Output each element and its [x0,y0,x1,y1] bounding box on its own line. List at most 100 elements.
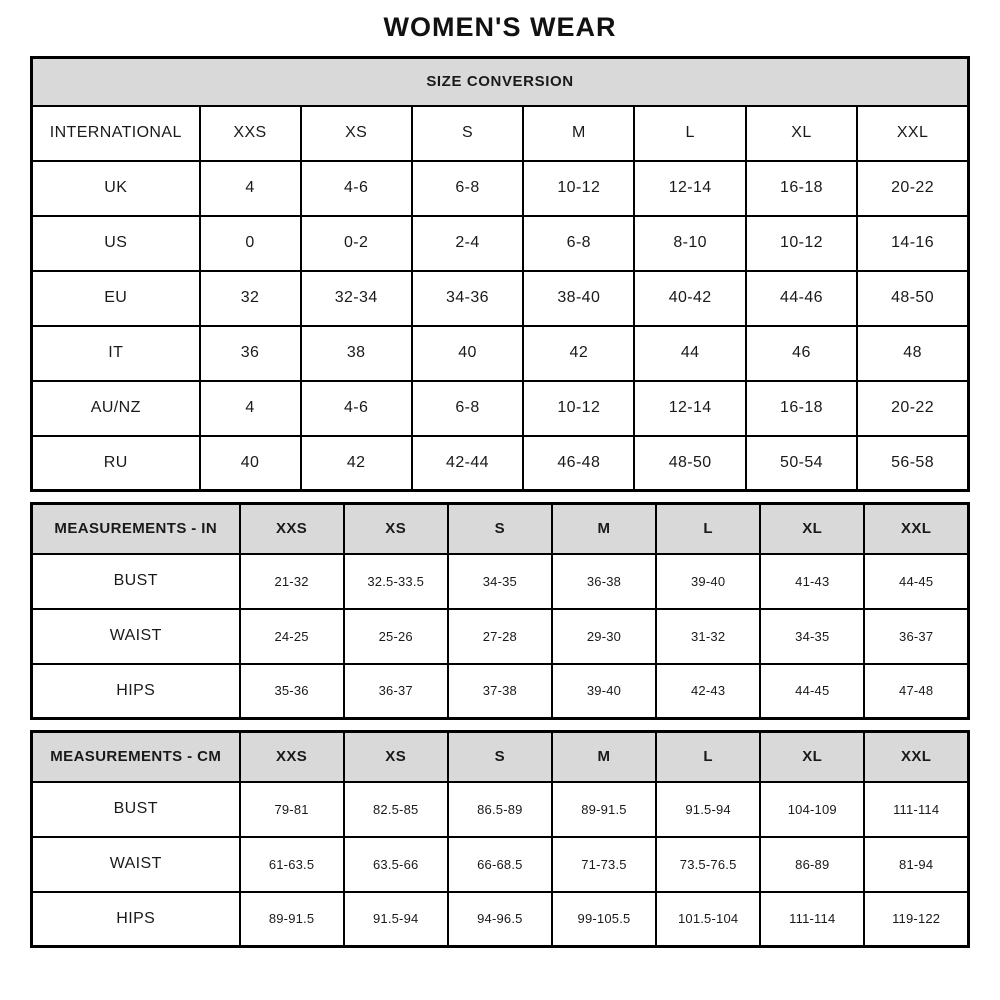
table-cell: 32.5-33.5 [342,552,449,610]
size-conversion-table: SIZE CONVERSION INTERNATIONAL XXS XS S M… [30,56,970,492]
row-label: IT [30,324,201,382]
table-cell: 36-37 [342,662,449,720]
table-cell: 48-50 [633,434,747,492]
table-cell: 44-45 [759,662,866,720]
table-cell: 44-45 [863,552,970,610]
page-title: WOMEN'S WEAR [383,12,617,42]
table-row-waist-in: WAIST 24-25 25-26 27-28 29-30 31-32 34-3… [30,607,970,665]
table-cell: 46-48 [522,434,636,492]
table-cell: 24-25 [238,607,345,665]
table-cell: 29-30 [550,607,658,665]
size-header: XL [759,502,866,555]
table-cell: 10-12 [522,159,636,217]
table-cell: XS [299,104,413,162]
table-cell: 40 [198,434,302,492]
table-cell: 4 [198,379,302,437]
table-cell: 40 [410,324,525,382]
table-cell: 6-8 [410,159,525,217]
size-header: XXL [863,730,970,783]
size-conversion-title-row: SIZE CONVERSION [30,56,970,107]
table-cell: 44-46 [744,269,859,327]
row-label: BUST [30,552,241,610]
table-cell: 36-37 [863,607,970,665]
measurements-cm-title: MEASUREMENTS - CM [30,730,241,783]
table-cell: 31-32 [655,607,762,665]
table-row-bust-in: BUST 21-32 32.5-33.5 34-35 36-38 39-40 4… [30,552,970,610]
row-label: EU [30,269,201,327]
table-row-it: IT 36 38 40 42 44 46 48 [30,324,970,382]
table-cell: 89-91.5 [238,890,345,948]
table-cell: 39-40 [550,662,658,720]
measurements-cm-header-row: MEASUREMENTS - CM XXS XS S M L XL XXL [30,730,970,783]
table-cell: 91.5-94 [342,890,449,948]
table-cell: 12-14 [633,379,747,437]
table-cell: L [633,104,747,162]
table-cell: 12-14 [633,159,747,217]
table-cell: 34-35 [759,607,866,665]
table-cell: 14-16 [856,214,970,272]
row-label: INTERNATIONAL [30,104,201,162]
table-cell: 101.5-104 [655,890,762,948]
table-cell: 36 [198,324,302,382]
table-cell: 36-38 [550,552,658,610]
table-cell: 119-122 [863,890,970,948]
table-cell: 39-40 [655,552,762,610]
table-cell: 32 [198,269,302,327]
table-cell: 91.5-94 [655,780,762,838]
table-cell: XXS [198,104,302,162]
table-cell: 42 [522,324,636,382]
table-cell: 63.5-66 [342,835,449,893]
size-header: S [446,730,553,783]
table-cell: 34-35 [446,552,553,610]
table-cell: 73.5-76.5 [655,835,762,893]
table-cell: 6-8 [522,214,636,272]
row-label: RU [30,434,201,492]
table-cell: 48 [856,324,970,382]
table-cell: 99-105.5 [550,890,658,948]
row-label: AU/NZ [30,379,201,437]
measurements-cm-table: MEASUREMENTS - CM XXS XS S M L XL XXL BU… [30,730,970,948]
table-cell: 25-26 [342,607,449,665]
table-row-international: INTERNATIONAL XXS XS S M L XL XXL [30,104,970,162]
table-row-eu: EU 32 32-34 34-36 38-40 40-42 44-46 48-5… [30,269,970,327]
table-cell: 0 [198,214,302,272]
table-cell: XL [744,104,859,162]
size-header: XXL [863,502,970,555]
table-cell: 2-4 [410,214,525,272]
measurements-in-table: MEASUREMENTS - IN XXS XS S M L XL XXL BU… [30,502,970,720]
table-cell: 4-6 [299,379,413,437]
table-cell: 4 [198,159,302,217]
table-cell: 94-96.5 [446,890,553,948]
size-header: S [446,502,553,555]
table-cell: 56-58 [856,434,970,492]
size-conversion-title: SIZE CONVERSION [30,56,970,107]
table-cell: 16-18 [744,159,859,217]
measurements-in-title: MEASUREMENTS - IN [30,502,241,555]
table-row-us: US 0 0-2 2-4 6-8 8-10 10-12 14-16 [30,214,970,272]
table-cell: 6-8 [410,379,525,437]
table-cell: 46 [744,324,859,382]
table-cell: 21-32 [238,552,345,610]
table-cell: 38 [299,324,413,382]
table-cell: 42 [299,434,413,492]
table-cell: 27-28 [446,607,553,665]
row-label: WAIST [30,835,241,893]
table-cell: 50-54 [744,434,859,492]
row-label: US [30,214,201,272]
table-cell: 38-40 [522,269,636,327]
size-header: XS [342,730,449,783]
table-cell: 4-6 [299,159,413,217]
table-cell: 34-36 [410,269,525,327]
table-row-ru: RU 40 42 42-44 46-48 48-50 50-54 56-58 [30,434,970,492]
size-header: L [655,730,762,783]
table-cell: 47-48 [863,662,970,720]
table-cell: 71-73.5 [550,835,658,893]
table-cell: 37-38 [446,662,553,720]
table-row-aunz: AU/NZ 4 4-6 6-8 10-12 12-14 16-18 20-22 [30,379,970,437]
table-cell: 86.5-89 [446,780,553,838]
table-cell: 20-22 [856,159,970,217]
table-cell: 111-114 [759,890,866,948]
table-cell: 79-81 [238,780,345,838]
table-cell: 10-12 [522,379,636,437]
table-cell: M [522,104,636,162]
